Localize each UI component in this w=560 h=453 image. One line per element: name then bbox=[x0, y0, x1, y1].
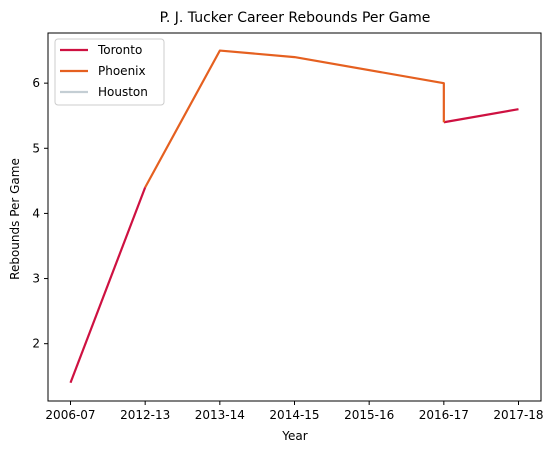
y-axis: 2 3 4 5 6 bbox=[32, 76, 48, 351]
x-tick-label: 2014-15 bbox=[269, 408, 319, 422]
legend-label-toronto: Toronto bbox=[97, 43, 142, 57]
legend-label-houston: Houston bbox=[98, 85, 148, 99]
legend-box bbox=[54, 38, 165, 106]
x-tick-label: 2015-16 bbox=[344, 408, 394, 422]
x-tick-label: 2006-07 bbox=[45, 408, 95, 422]
x-tick-label: 2017-18 bbox=[493, 408, 543, 422]
x-tick-label: 2016-17 bbox=[419, 408, 469, 422]
y-tick-label: 6 bbox=[32, 76, 40, 90]
y-tick-label: 3 bbox=[32, 272, 40, 286]
y-tick-label: 5 bbox=[32, 141, 40, 155]
y-tick-label: 2 bbox=[32, 337, 40, 351]
chart-title: P. J. Tucker Career Rebounds Per Game bbox=[160, 10, 431, 26]
x-axis-label: Year bbox=[281, 429, 307, 443]
legend: Toronto Phoenix Houston bbox=[54, 38, 165, 106]
series-line-toronto bbox=[69, 186, 147, 384]
legend-label-phoenix: Phoenix bbox=[98, 64, 146, 78]
x-axis: 2006-07 2012-13 2013-14 2014-15 2015-16 2016-… bbox=[45, 401, 544, 422]
series-line-phoenix bbox=[144, 49, 445, 188]
x-tick-label: 2013-14 bbox=[195, 408, 245, 422]
y-axis-label: Rebounds Per Game bbox=[8, 158, 22, 280]
series-line-toronto-2 bbox=[443, 108, 519, 124]
y-tick-label: 4 bbox=[32, 206, 40, 220]
x-tick-label: 2012-13 bbox=[120, 408, 170, 422]
